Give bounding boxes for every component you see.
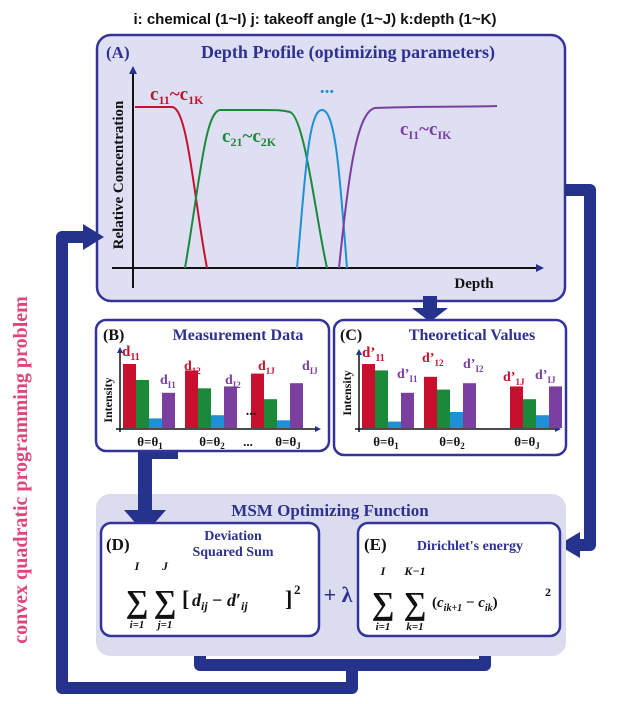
b-bar-g3-s1 — [251, 373, 264, 428]
profile-curve-cI — [338, 105, 498, 269]
panel-c-box — [332, 318, 568, 457]
profile-curve-c1 — [135, 106, 208, 269]
arrow-a-to-c-head — [412, 308, 448, 322]
panel-c-title: Theoretical Values — [409, 327, 535, 344]
svg-text:∑: ∑ — [126, 583, 149, 619]
b-bar-g2-s2 — [198, 388, 211, 428]
svg-text:j=1: j=1 — [156, 619, 173, 631]
c-bar-g1-s3 — [388, 421, 401, 428]
b-xtick-J: θ=θJ — [275, 434, 301, 451]
c-bar-g2-s2 — [437, 389, 450, 428]
c-bar-g3-s2 — [523, 399, 536, 428]
panel-b-ylabel: Intensity — [101, 377, 115, 422]
side-label: convex quadratic programming problem — [10, 296, 32, 644]
panel-a-ylabel: Relative Concentration — [111, 100, 127, 249]
panel-b-xticks: θ=θ1 θ=θ2 ... θ=θJ — [137, 434, 301, 451]
panel-a-tag: (A) — [106, 43, 130, 62]
profile-curve-c-mid — [296, 108, 348, 269]
b-bar-g3-s3 — [277, 420, 290, 428]
c-bar-g3-s3 — [536, 415, 549, 428]
svg-text:∑: ∑ — [372, 585, 395, 621]
msm-title: MSM Optimizing Function — [231, 501, 429, 520]
panel-a-box — [95, 33, 567, 303]
svg-text:]: ] — [285, 586, 292, 611]
c-bar-g2-s4 — [463, 383, 476, 428]
b-xtick-1: θ=θ1 — [137, 434, 163, 451]
panel-d-tag: (D) — [106, 535, 130, 554]
panel-e-box — [356, 521, 562, 638]
plus-lambda: + λ — [324, 582, 353, 607]
c-xtick-2: θ=θ2 — [439, 434, 465, 451]
header-text: i: chemical (1~I) j: takeoff angle (1~J)… — [133, 11, 496, 28]
svg-text:2: 2 — [545, 585, 551, 599]
formula-d: I ∑ i=1 J ∑ j=1 [ dij − d′ij ] 2 — [126, 559, 301, 631]
arrow-a-to-e-head — [558, 532, 580, 558]
panel-b-tag: (B) — [103, 327, 124, 344]
svg-text:(cik+1 − cik): (cik+1 − cik) — [432, 595, 498, 614]
c-bar-g1-s4 — [401, 392, 414, 428]
svg-text:i=1: i=1 — [376, 621, 391, 633]
svg-text:[: [ — [182, 586, 189, 611]
arrow-a-to-e — [565, 184, 596, 551]
panel-c-tag: (C) — [340, 327, 362, 344]
label-ellipsis: ... — [320, 77, 334, 98]
c-bar-g1-s1 — [362, 364, 375, 428]
formula-e: I ∑ i=1 K−1 ∑ k=1 (cik+1 − cik) 2 — [372, 564, 551, 633]
svg-text:dij − d′ij: dij − d′ij — [192, 590, 248, 613]
b-bar-g1-s2 — [136, 380, 149, 428]
panel-e-tag: (E) — [364, 535, 387, 554]
panel-a-title: Depth Profile (optimizing parameters) — [201, 42, 495, 63]
c-bar-g3-s4 — [549, 386, 562, 428]
svg-text:K−1: K−1 — [403, 564, 425, 578]
svg-text:I: I — [380, 564, 387, 578]
panel-b-bars — [123, 364, 303, 428]
panel-b-title: Measurement Data — [173, 327, 304, 344]
svg-text:2: 2 — [294, 582, 301, 597]
b-xtick-2: θ=θ2 — [199, 434, 225, 451]
panel-c-ylabel: Intensity — [340, 370, 354, 415]
b-bar-g1-s1 — [123, 364, 136, 428]
svg-text:i=1: i=1 — [130, 619, 145, 631]
c-xtick-J: θ=θJ — [514, 434, 540, 451]
arrow-feedback-head — [83, 224, 104, 250]
profile-curve-c2 — [184, 109, 328, 269]
svg-text:∑: ∑ — [404, 585, 427, 621]
svg-text:J: J — [161, 559, 169, 573]
svg-text:I: I — [134, 559, 141, 573]
b-bar-g3-s2 — [264, 399, 277, 428]
c-bar-g3-s1 — [510, 386, 523, 428]
c-xtick-1: θ=θ1 — [373, 434, 399, 451]
b-bar-g2-s1 — [185, 370, 198, 428]
svg-text:∑: ∑ — [154, 583, 177, 619]
panel-d-title-1: Deviation — [204, 529, 262, 544]
panel-c-bars — [362, 364, 562, 428]
c-bar-g2-s1 — [424, 376, 437, 428]
panel-b-dots: ... — [246, 404, 257, 419]
c-bar-g1-s2 — [375, 370, 388, 428]
b-bar-g2-s4 — [224, 386, 237, 428]
arrow-feedback-loop — [56, 231, 358, 694]
panel-e-title: Dirichlet's energy — [417, 539, 523, 554]
b-bar-g2-s3 — [211, 415, 224, 428]
c-bar-g2-s3 — [450, 412, 463, 428]
panel-d-box — [99, 521, 321, 638]
panel-a-xlabel: Depth — [454, 276, 494, 292]
b-bar-g1-s4 — [162, 392, 175, 428]
panel-d-title-2: Squared Sum — [192, 545, 273, 560]
b-bar-g3-s4 — [290, 383, 303, 428]
b-bar-g1-s3 — [149, 418, 162, 428]
svg-text:k=1: k=1 — [406, 621, 423, 633]
panel-c-xticks: θ=θ1 θ=θ2 θ=θJ — [373, 434, 540, 451]
b-xtick-dots: ... — [243, 434, 253, 449]
